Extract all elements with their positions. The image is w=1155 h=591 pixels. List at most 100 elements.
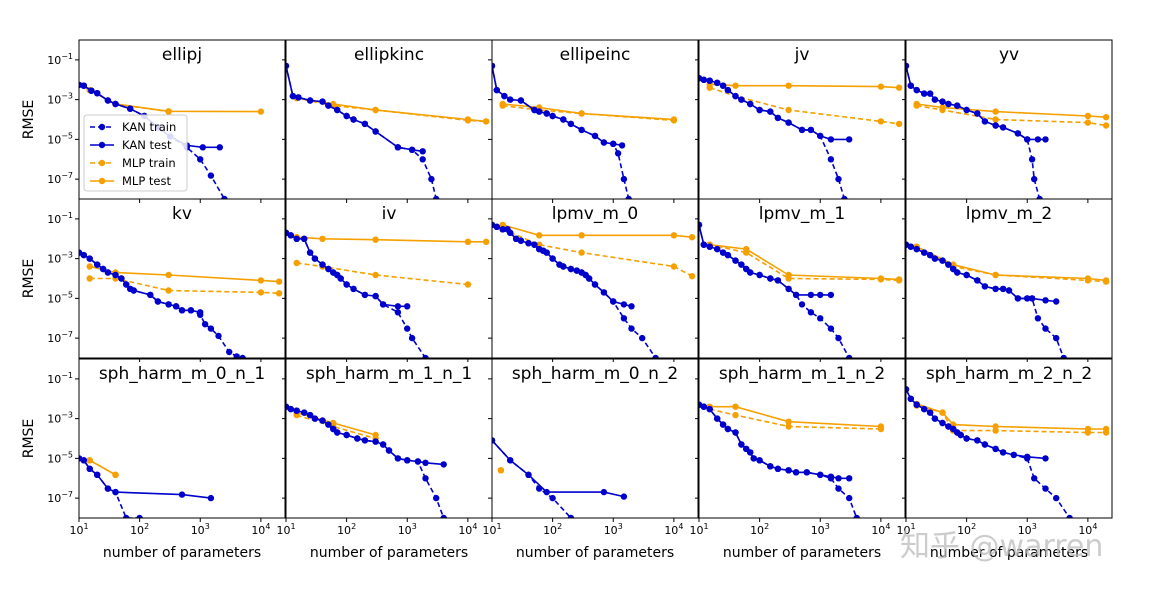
data-point — [1084, 112, 1092, 120]
data-point — [724, 251, 732, 259]
data-point — [394, 303, 402, 310]
data-point — [408, 334, 416, 342]
data-point — [428, 175, 435, 183]
data-point — [372, 292, 379, 300]
data-point — [620, 301, 628, 308]
x-tick-label: 104 — [664, 522, 683, 537]
data-point — [311, 255, 319, 262]
data-point — [123, 281, 130, 288]
data-point — [724, 86, 732, 94]
data-point — [1031, 475, 1038, 482]
data-point — [1023, 295, 1031, 302]
series-mlp-train — [499, 226, 696, 280]
data-point — [906, 62, 910, 70]
plot-area — [79, 249, 283, 358]
data-point — [147, 291, 154, 299]
series-mlp-train — [293, 411, 379, 442]
plot-area — [906, 241, 1110, 358]
data-point — [567, 514, 575, 518]
x-tick-label: 101 — [482, 522, 501, 537]
data-point — [945, 423, 952, 430]
data-point — [207, 494, 215, 502]
series-kan-train — [906, 241, 1067, 358]
x-tick-label: 104 — [251, 522, 270, 537]
series-kan-test — [906, 241, 1060, 305]
series-line — [502, 103, 674, 121]
data-point — [343, 431, 350, 439]
panel-title: iv — [382, 204, 397, 224]
data-point — [1084, 119, 1092, 126]
series-mlp-train — [706, 84, 903, 128]
x-tick-label: 103 — [398, 522, 417, 537]
data-point — [408, 146, 416, 153]
y-tick-label: 10−7 — [47, 330, 73, 345]
data-point — [99, 265, 107, 273]
data-point — [578, 110, 585, 117]
data-point — [165, 301, 172, 308]
watermark-text: 知乎 @warren — [900, 529, 1103, 564]
panel-frame — [698, 358, 906, 519]
data-point — [507, 457, 514, 464]
y-axis-label: RMSE — [21, 259, 37, 299]
data-point — [394, 309, 402, 316]
data-point — [257, 289, 265, 296]
data-point — [301, 235, 308, 242]
x-tick-label: 101 — [69, 522, 88, 537]
data-point — [178, 307, 186, 314]
data-point — [610, 140, 617, 147]
data-point — [512, 235, 520, 242]
plot-area — [492, 62, 678, 199]
data-point — [981, 118, 989, 125]
panel-yv: yv — [902, 39, 1113, 203]
data-point — [906, 386, 910, 393]
data-point — [732, 257, 739, 264]
data-point — [330, 419, 337, 427]
data-point — [536, 241, 543, 248]
series-line — [492, 65, 623, 147]
data-point — [939, 257, 946, 264]
data-point — [422, 459, 429, 466]
data-point — [992, 116, 999, 123]
data-point — [549, 112, 556, 120]
data-point — [573, 267, 580, 274]
data-point — [127, 105, 134, 112]
data-point — [963, 435, 970, 442]
data-point — [499, 100, 506, 108]
legend-label: KAN train — [122, 120, 176, 134]
series-line — [492, 439, 625, 498]
panel-sph-harm-m-2-n-2: 101 102 103 104 sph_harm_m_2_n_2 — [896, 358, 1113, 537]
x-tick-label: 104 — [871, 522, 890, 537]
data-point — [306, 411, 314, 419]
data-point — [86, 457, 93, 464]
series-line — [906, 65, 1046, 141]
data-point — [992, 423, 999, 430]
data-point — [1023, 136, 1031, 143]
data-point — [719, 421, 727, 428]
x-axis-label: number of parameters — [723, 545, 881, 561]
data-point — [560, 263, 567, 270]
data-point — [86, 263, 93, 270]
data-point — [549, 494, 556, 502]
data-point — [379, 441, 387, 448]
series-kan-test — [492, 62, 626, 149]
data-point — [293, 407, 300, 414]
data-point — [756, 106, 763, 114]
data-point — [578, 126, 585, 134]
data-point — [628, 303, 635, 310]
data-point — [1042, 297, 1049, 304]
data-point — [954, 102, 961, 109]
data-point — [747, 100, 754, 108]
data-point — [756, 457, 763, 464]
series-line — [906, 243, 1065, 358]
panel-frame — [491, 358, 699, 519]
data-point — [319, 235, 326, 242]
data-point — [706, 77, 713, 84]
data-point — [785, 285, 792, 293]
data-point — [827, 473, 835, 480]
axis-labels-layer: RMSE RMSE RMSE number of parameters number o… — [21, 100, 1088, 561]
data-point — [992, 285, 999, 293]
data-point — [1031, 175, 1038, 183]
data-point — [517, 237, 525, 244]
data-point — [287, 232, 294, 239]
series-line — [916, 245, 1107, 282]
